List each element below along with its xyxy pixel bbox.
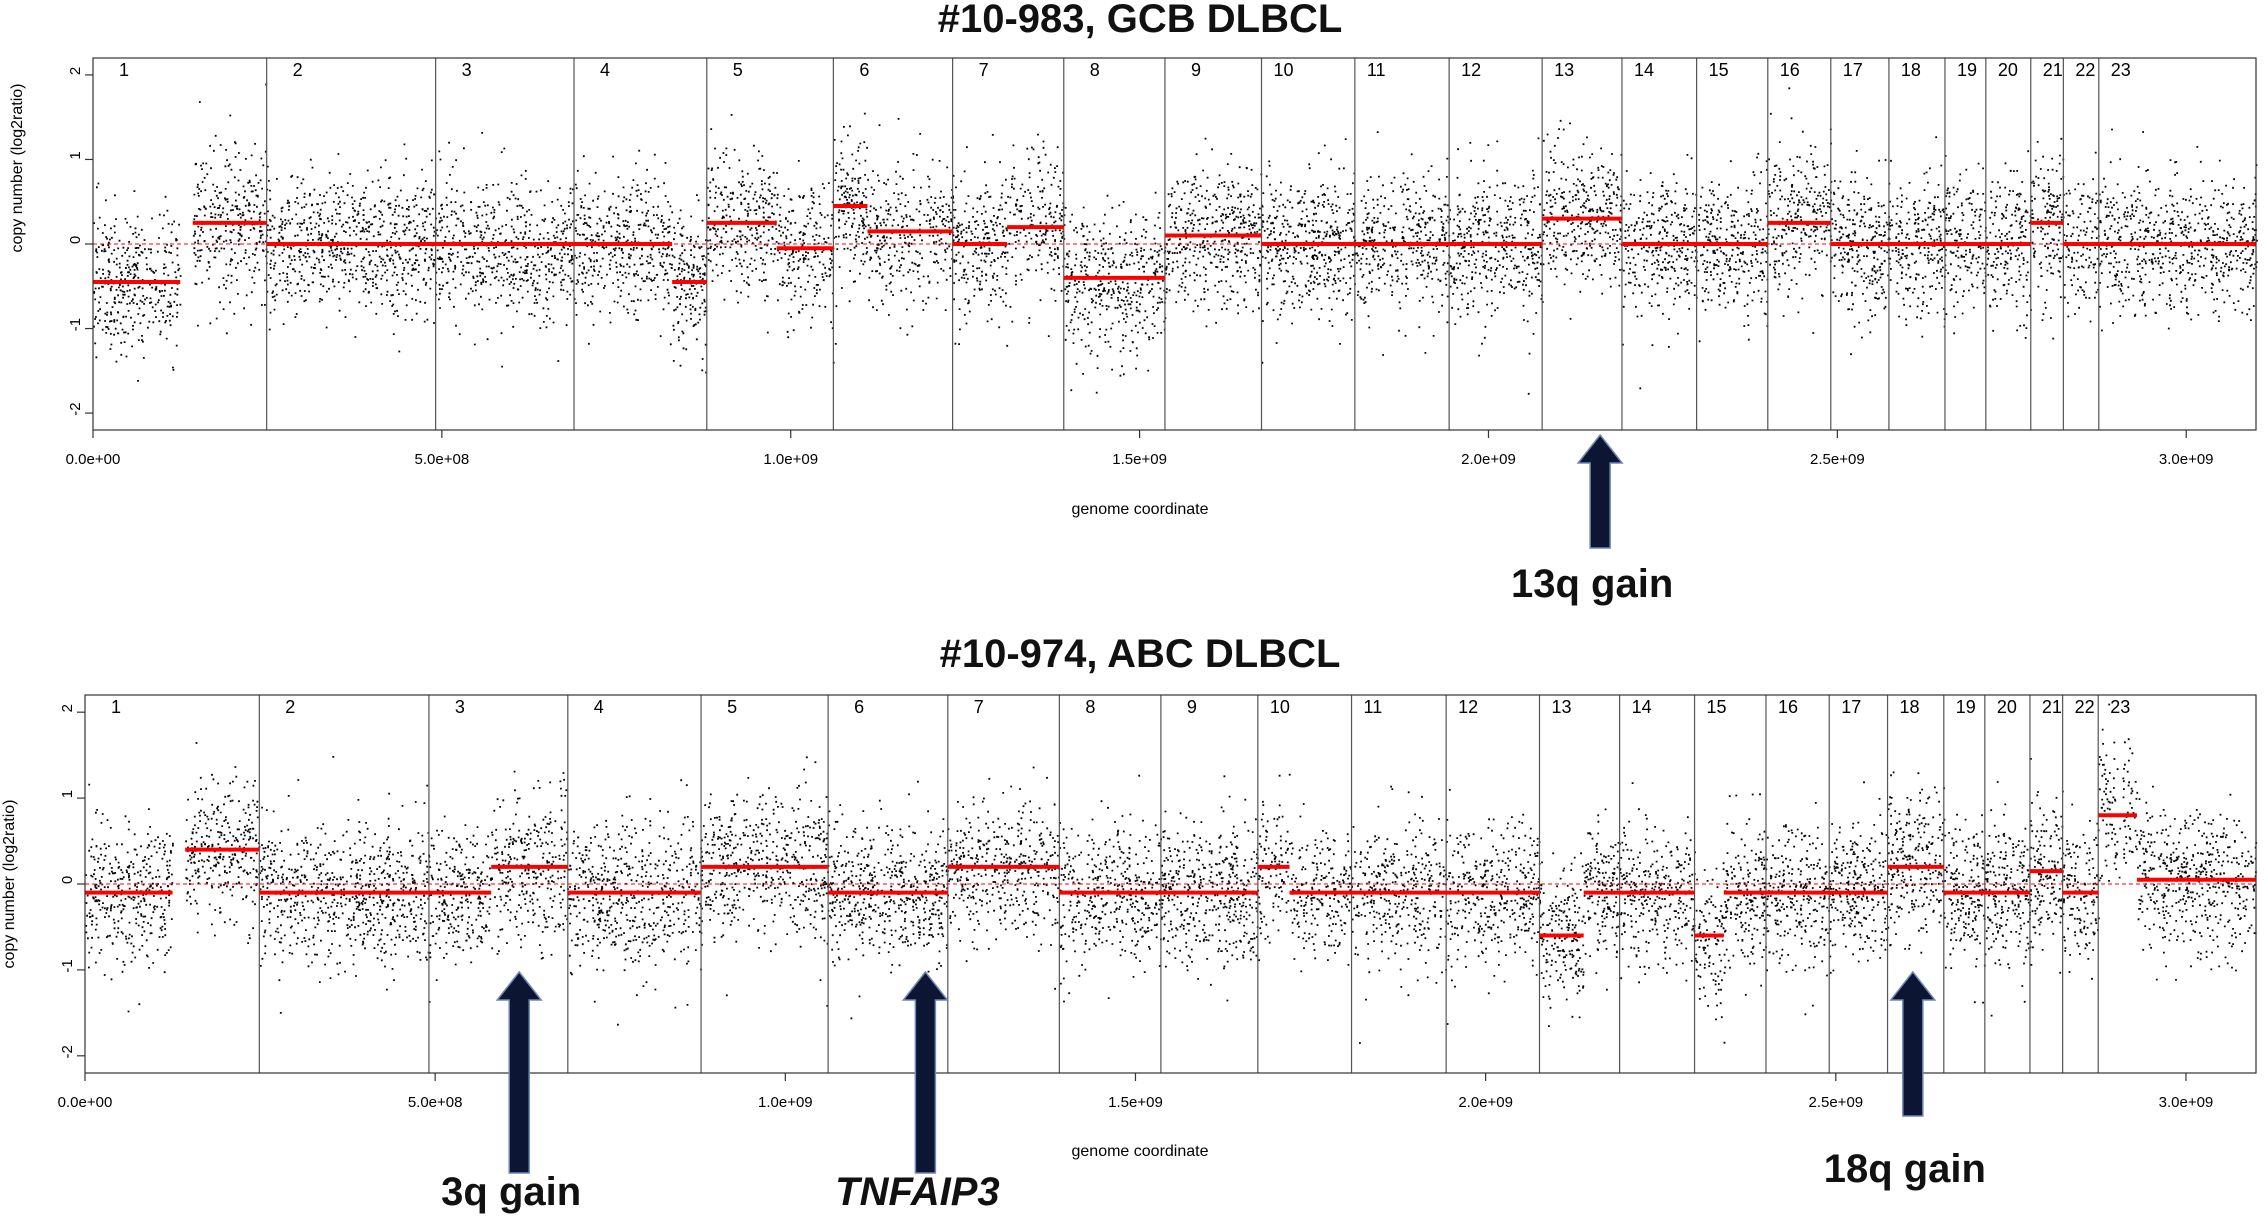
scatter-points: [85, 703, 2258, 1044]
x-tick-label: 3.0e+09: [2159, 1094, 2214, 1111]
chromosome-label: 18: [1900, 697, 1920, 717]
arrow-shape: [1889, 970, 1937, 1117]
chromosome-label: 17: [1843, 60, 1863, 80]
chromosome-label: 9: [1187, 697, 1197, 717]
chromosome-label: 15: [1707, 697, 1727, 717]
x-axis-title: genome coordinate: [1072, 501, 1209, 518]
annotation-arrow: [495, 970, 543, 1174]
chromosome-label: 5: [727, 697, 737, 717]
chromosome-label: 20: [1998, 60, 2018, 80]
chromosome-label: 12: [1458, 697, 1478, 717]
x-tick-label: 2.0e+09: [1458, 1094, 1513, 1111]
chromosome-label: 6: [859, 60, 869, 80]
chromosome-label: 23: [2110, 697, 2130, 717]
chromosome-label: 8: [1085, 697, 1095, 717]
panel-title: #10-983, GCB DLBCL: [938, 0, 1343, 41]
arrow-shape: [495, 970, 543, 1174]
chromosome-label: 9: [1191, 60, 1201, 80]
chromosome-label: 4: [600, 60, 610, 80]
chromosome-label: 1: [111, 697, 121, 717]
chromosome-label: 10: [1270, 697, 1290, 717]
chromosome-label: 2: [285, 697, 295, 717]
y-tick-label: -1: [67, 318, 84, 331]
x-tick-label: 1.0e+09: [763, 451, 818, 468]
chromosome-label: 13: [1552, 697, 1572, 717]
data-points: [93, 83, 2258, 395]
y-tick-label: 1: [67, 151, 84, 159]
plot-area: 1 2 3 4 5 6 7 8 9 10 11 12 13 14 15 16 17 18 19 20 21 22 23-2-…: [58, 694, 2258, 1214]
chromosome-label: 7: [979, 60, 989, 80]
chromosome-label: 14: [1634, 60, 1654, 80]
annotation-label: TNFAIP3: [835, 1170, 999, 1214]
chromosome-label: 14: [1632, 697, 1652, 717]
chromosome-label: 1: [119, 60, 129, 80]
chromosome-label: 11: [1367, 60, 1386, 80]
chromosome-label: 21: [2043, 60, 2063, 80]
annotation-arrow: [901, 970, 949, 1174]
chromosome-label: 2: [293, 60, 303, 80]
x-tick-label: 5.0e+08: [415, 451, 470, 468]
chromosome-label: 5: [733, 60, 743, 80]
chromosome-label: 19: [1956, 697, 1976, 717]
chromosome-label: 3: [455, 697, 465, 717]
chromosome-label: 8: [1090, 60, 1100, 80]
chromosome-label: 16: [1778, 697, 1798, 717]
panel-title: #10-974, ABC DLBCL: [940, 632, 1341, 676]
y-tick-label: -1: [59, 959, 76, 972]
arrow-shape: [901, 970, 949, 1174]
chromosome-label: 6: [854, 697, 864, 717]
data-points: [85, 703, 2258, 1044]
x-tick-label: 0.0e+00: [58, 1094, 113, 1111]
panel-abc: #10-974, ABC DLBCL copy number (log2rati…: [1, 632, 2258, 1214]
chromosome-label: 20: [1997, 697, 2017, 717]
chromosome-label: 3: [462, 60, 472, 80]
chromosome-label: 12: [1461, 60, 1481, 80]
y-tick-label: -2: [59, 1045, 76, 1058]
chromosome-label: 15: [1709, 60, 1729, 80]
annotation-label: 18q gain: [1824, 1147, 1986, 1191]
x-tick-label: 0.0e+00: [66, 451, 121, 468]
panel-gcb: #10-983, GCB DLBCL copy number (log2rati…: [9, 0, 2258, 606]
chromosome-label: 16: [1780, 60, 1800, 80]
y-tick-label: 0: [59, 876, 76, 884]
y-tick-label: 2: [67, 67, 84, 75]
chromosome-label: 23: [2111, 60, 2131, 80]
y-tick-label: -2: [67, 402, 84, 415]
y-tick-label: 2: [59, 704, 76, 712]
y-tick-label: 1: [59, 790, 76, 798]
y-tick-label: 0: [67, 236, 84, 244]
chromosome-label: 19: [1957, 60, 1977, 80]
annotation-arrow: [1889, 970, 1937, 1117]
x-tick-label: 1.0e+09: [758, 1094, 813, 1111]
chromosome-label: 13: [1554, 60, 1574, 80]
chromosome-label: 22: [2075, 697, 2095, 717]
chromosome-label: 17: [1841, 697, 1861, 717]
x-tick-label: 2.0e+09: [1461, 451, 1516, 468]
x-tick-label: 2.5e+09: [1808, 1094, 1863, 1111]
x-tick-label: 1.5e+09: [1108, 1094, 1163, 1111]
annotation-label: 3q gain: [441, 1170, 581, 1214]
arrow-shape: [1576, 433, 1624, 549]
chromosome-label: 4: [594, 697, 604, 717]
x-tick-label: 1.5e+09: [1112, 451, 1167, 468]
x-tick-label: 2.5e+09: [1810, 451, 1865, 468]
x-tick-label: 5.0e+08: [408, 1094, 463, 1111]
scatter-points: [93, 83, 2258, 395]
x-axis-title: genome coordinate: [1072, 1143, 1209, 1160]
chromosome-label: 11: [1364, 697, 1383, 717]
y-axis-title: copy number (log2ratio): [1, 800, 18, 969]
chromosome-label: 7: [974, 697, 984, 717]
annotation-arrow: [1576, 433, 1624, 549]
y-axis-title: copy number (log2ratio): [9, 84, 26, 253]
annotation-label: 13q gain: [1511, 562, 1673, 606]
chromosome-label: 22: [2075, 60, 2095, 80]
chromosome-label: 10: [1274, 60, 1294, 80]
chromosome-label: 21: [2042, 697, 2062, 717]
plot-area: 1 2 3 4 5 6 7 8 9 10 11 12 13 14 15 16 17 18 19 20 21 22 23-2-…: [66, 57, 2258, 606]
chromosome-label: 18: [1901, 60, 1921, 80]
x-tick-label: 3.0e+09: [2159, 451, 2214, 468]
